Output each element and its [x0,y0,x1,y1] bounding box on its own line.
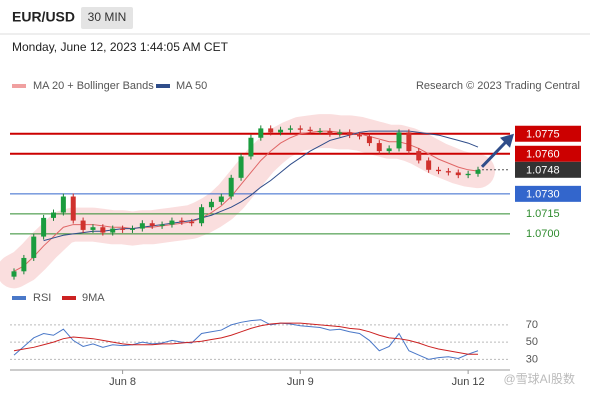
level-badge [515,185,581,202]
candle [129,228,135,230]
level-label: 1.0748 [526,165,560,177]
candle [386,148,392,152]
candle [11,271,17,277]
level-label: 1.0700 [526,228,560,240]
level-badge [515,125,581,142]
candle [70,196,76,221]
candle [218,196,224,202]
candle [21,257,27,272]
candle [80,220,86,230]
interval-button[interactable] [81,7,133,29]
level-badge [515,145,581,162]
candle [287,128,293,130]
candle [317,131,323,133]
timestamp: Monday, June 12, 2023 1:44:05 AM CET [12,40,229,54]
candle [228,177,234,197]
candle [139,223,145,229]
interval[interactable]: 30 MIN [88,10,127,24]
level-label: 1.0775 [526,129,560,141]
candle [208,201,214,208]
credit: Research © 2023 Trading Central [416,80,580,92]
candle [426,160,432,170]
candle [337,132,343,134]
candle [376,143,382,152]
candle [179,220,185,222]
legend-swatch [12,296,26,300]
candle [169,220,175,225]
candle [50,212,56,218]
candle [120,228,126,230]
legend-label: 9MA [82,292,105,304]
level-label: 1.0730 [526,189,560,201]
candle [60,196,66,213]
candle [416,151,422,161]
candle [445,171,451,173]
candle [436,169,442,172]
candle [31,236,37,258]
rsi-line [13,322,478,355]
legend-label: MA 20 + Bollinger Bands [33,80,154,92]
level-badge [515,161,581,178]
candle [199,207,205,224]
x-tick-label: Jun 12 [452,376,485,388]
candle [149,223,155,226]
legend-label: MA 50 [176,80,207,92]
candle [189,221,195,224]
candle [110,228,116,233]
candle [100,227,106,233]
candle [297,128,303,130]
candle [396,132,402,149]
legend-swatch [62,296,76,300]
y-tick-label: 50 [526,336,538,348]
symbol: EUR/USD [12,9,75,25]
candle [475,169,481,174]
legend-swatch [156,84,170,88]
candle [307,129,313,132]
legend-swatch [12,84,26,88]
candle [347,132,353,136]
candle [357,135,363,137]
level-label: 1.0760 [526,149,560,161]
arrow-head [500,133,514,148]
candle [41,217,47,237]
candle [268,128,274,133]
watermark: @雪球AI股数 [503,371,575,386]
level-label: 1.0715 [526,208,560,220]
candle [258,128,264,138]
candle [465,173,471,176]
candle [248,137,254,157]
legend-label: RSI [33,292,51,304]
candle [406,132,412,152]
candle [455,172,461,176]
y-tick-label: 30 [526,353,538,365]
candle [90,227,96,230]
projection-arrow [480,138,510,168]
ma-line [43,130,479,242]
candle [159,224,165,226]
x-tick-label: Jun 8 [109,376,136,388]
rsi-line [13,319,479,360]
candle [366,136,372,144]
candle [238,156,244,178]
x-tick-label: Jun 9 [287,376,314,388]
candle [327,131,333,134]
candle [278,129,284,133]
y-tick-label: 70 [526,319,538,331]
